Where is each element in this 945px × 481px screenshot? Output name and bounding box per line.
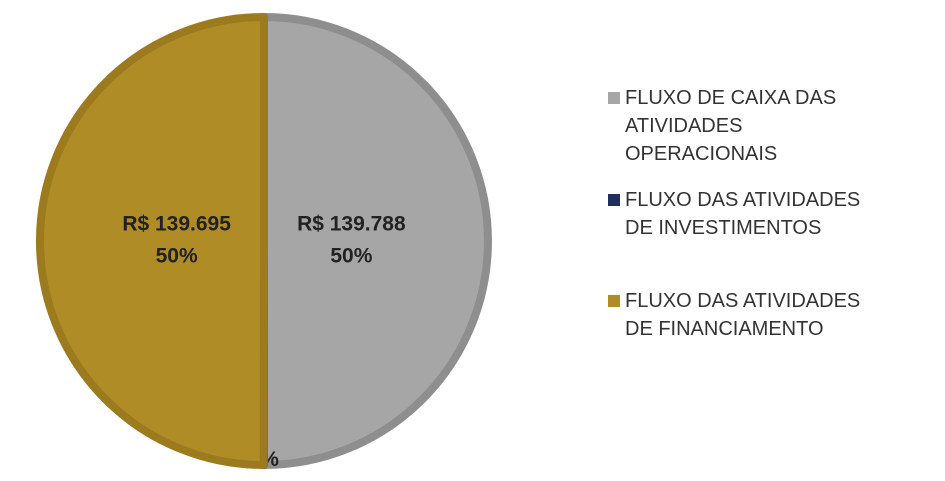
pie-slice — [259, 13, 492, 469]
legend-label: FLUXO DAS ATIVIDADES DE INVESTIMENTOS — [625, 189, 861, 239]
value-label: R$ 139.788 — [297, 213, 406, 236]
percent-label: 50% — [330, 245, 372, 268]
legend-swatch — [608, 194, 620, 206]
value-label: R$ 139.695 — [122, 213, 231, 236]
legend-label: FLUXO DE CAIXA DAS ATIVIDADES OPERACIONA… — [625, 87, 837, 165]
legend-swatch — [608, 295, 620, 307]
legend-label: FLUXO DAS ATIVIDADES DE FINANCIAMENTO — [625, 290, 861, 340]
legend-swatch — [608, 92, 620, 104]
percent-label: 50% — [156, 245, 198, 268]
pie-slice — [35, 13, 268, 469]
